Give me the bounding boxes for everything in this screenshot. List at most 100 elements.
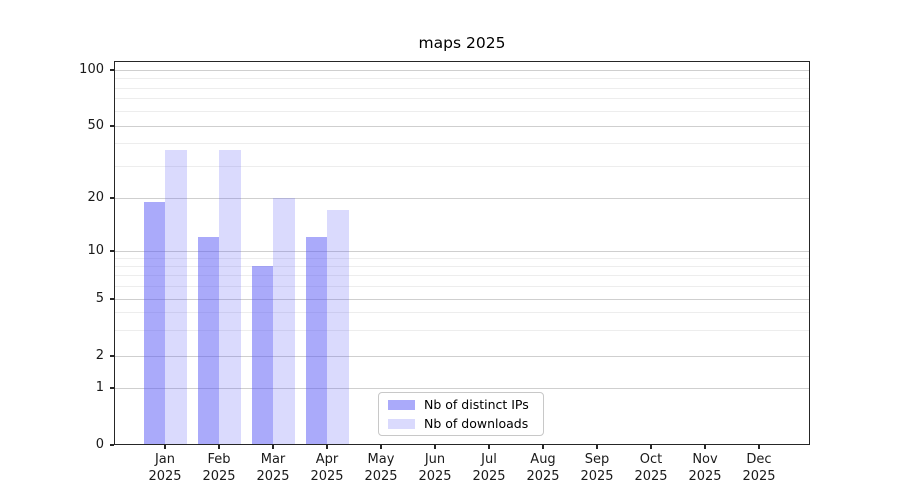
bar-downloads-jan: [165, 149, 187, 445]
x-tick-mark: [326, 445, 328, 449]
x-tick-label-apr: Apr 2025: [300, 452, 354, 485]
month-label: Oct: [639, 452, 663, 467]
x-tick-label-aug: Aug 2025: [516, 452, 570, 485]
legend-label: Nb of distinct IPs: [424, 397, 529, 412]
year-label: 2025: [364, 468, 398, 484]
x-tick-label-jun: Jun 2025: [408, 452, 462, 485]
month-label: Sep: [584, 452, 610, 467]
y-tick-label-5: 5: [95, 290, 104, 306]
year-label: 2025: [310, 468, 344, 484]
y-tick-mark: [109, 298, 114, 300]
x-tick-label-oct: Oct 2025: [624, 452, 678, 485]
month-label: Jul: [481, 452, 497, 467]
y-tick-label-1: 1: [95, 379, 104, 395]
x-tick-mark: [542, 445, 544, 449]
major-gridline: [114, 197, 810, 199]
minor-gridline: [114, 330, 810, 332]
x-tick-mark: [704, 445, 706, 449]
x-tick-label-jan: Jan 2025: [138, 452, 192, 485]
x-tick-label-nov: Nov 2025: [678, 452, 732, 485]
major-gridline: [114, 69, 810, 71]
minor-gridline: [114, 265, 810, 267]
y-tick-mark: [109, 197, 114, 199]
year-label: 2025: [472, 468, 506, 484]
month-label: Mar: [260, 452, 286, 467]
year-label: 2025: [256, 468, 290, 484]
y-tick-label-2: 2: [95, 347, 104, 363]
y-tick-mark: [109, 250, 114, 252]
minor-gridline: [114, 98, 810, 100]
minor-gridline: [114, 78, 810, 79]
y-tick-mark: [109, 125, 114, 127]
x-tick-mark: [488, 445, 490, 449]
y-tick-label-0: 0: [95, 436, 104, 452]
legend-swatch-ips: [388, 399, 415, 410]
minor-gridline: [114, 165, 810, 167]
bar-distinct-ips-feb: [197, 237, 219, 445]
legend-label: Nb of downloads: [424, 416, 529, 431]
year-label: 2025: [202, 468, 236, 484]
y-tick-mark: [109, 387, 114, 389]
x-tick-mark: [272, 445, 274, 449]
minor-gridline: [114, 285, 810, 287]
month-label: Apr: [315, 452, 339, 467]
month-label: Jan: [154, 452, 176, 467]
x-tick-label-feb: Feb 2025: [192, 452, 246, 485]
x-tick-label-mar: Mar 2025: [246, 452, 300, 485]
year-label: 2025: [742, 468, 776, 484]
year-label: 2025: [526, 468, 560, 484]
y-tick-mark: [109, 444, 114, 446]
minor-gridline: [114, 257, 810, 259]
major-gridline: [114, 387, 810, 389]
minor-gridline: [114, 312, 810, 314]
year-label: 2025: [634, 468, 668, 484]
x-tick-mark: [380, 445, 382, 449]
major-gridline: [114, 125, 810, 127]
y-tick-label-20: 20: [87, 189, 104, 205]
minor-gridline: [114, 87, 810, 89]
x-tick-mark: [596, 445, 598, 449]
y-tick-label-10: 10: [87, 242, 104, 258]
month-label: May: [367, 452, 395, 467]
bar-downloads-mar: [273, 198, 295, 445]
minor-gridline: [114, 143, 810, 145]
year-label: 2025: [148, 468, 182, 484]
bar-distinct-ips-apr: [305, 237, 327, 445]
x-tick-mark: [434, 445, 436, 449]
year-label: 2025: [688, 468, 722, 484]
x-tick-label-sep: Sep 2025: [570, 452, 624, 485]
legend-swatch-downloads: [388, 418, 415, 429]
chart-title: maps 2025: [418, 34, 506, 52]
major-gridline: [114, 298, 810, 300]
legend-item-distinct-ips: Nb of distinct IPs: [388, 397, 543, 412]
x-tick-label-may: May 2025: [354, 452, 408, 485]
x-tick-mark: [218, 445, 220, 449]
minor-gridline: [114, 110, 810, 112]
x-tick-mark: [164, 445, 166, 449]
y-tick-label-100: 100: [79, 61, 104, 77]
month-label: Aug: [530, 452, 556, 467]
bar-distinct-ips-mar: [251, 266, 273, 445]
x-tick-mark: [650, 445, 652, 449]
month-label: Nov: [692, 452, 718, 467]
month-label: Jun: [424, 452, 446, 467]
plot-area: [114, 61, 810, 445]
y-tick-mark: [109, 355, 114, 357]
y-tick-label-50: 50: [87, 117, 104, 133]
bar-downloads-feb: [219, 149, 241, 445]
year-label: 2025: [418, 468, 452, 484]
major-gridline: [114, 250, 810, 252]
x-tick-label-dec: Dec 2025: [732, 452, 786, 485]
legend-item-downloads: Nb of downloads: [388, 416, 543, 431]
month-label: Feb: [207, 452, 231, 467]
major-gridline: [114, 355, 810, 357]
minor-gridline: [114, 275, 810, 277]
x-tick-label-jul: Jul 2025: [462, 452, 516, 485]
bar-downloads-apr: [327, 210, 349, 445]
month-label: Dec: [746, 452, 772, 467]
y-tick-mark: [109, 69, 114, 71]
x-tick-mark: [758, 445, 760, 449]
bar-distinct-ips-jan: [143, 201, 165, 445]
legend: Nb of distinct IPs Nb of downloads: [378, 392, 544, 436]
